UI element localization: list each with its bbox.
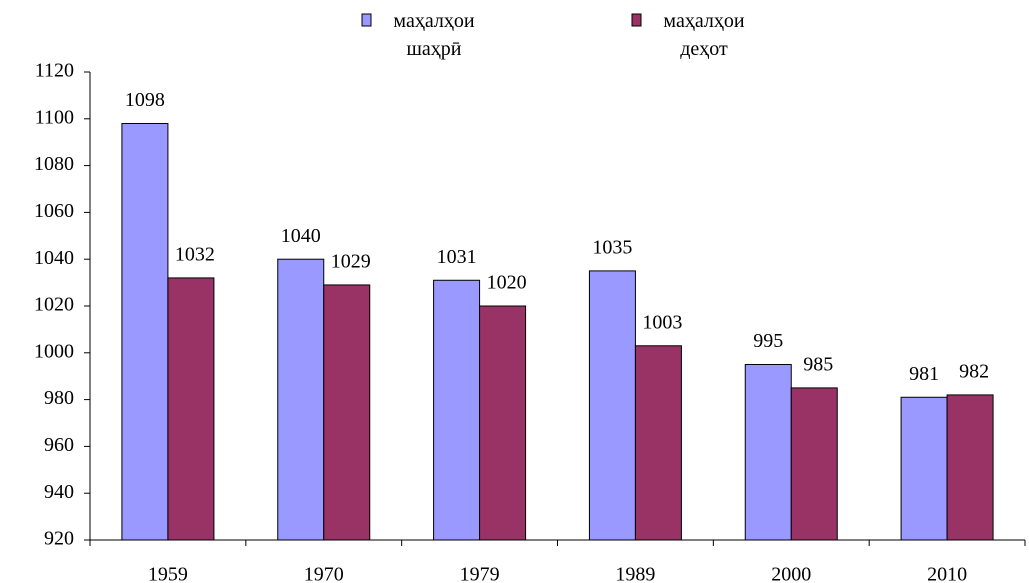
value-label: 982 [959,361,989,383]
y-tick-label: 1060 [34,200,74,222]
x-tick-label: 2010 [927,564,967,583]
value-label: 1035 [592,236,632,258]
bar [634,345,682,541]
y-tick-label: 1080 [34,153,74,175]
y-tick-label: 1000 [34,340,74,362]
bar [744,364,792,541]
value-label: 1031 [437,246,477,268]
y-tick-label: 940 [44,481,74,503]
bar [167,277,215,541]
value-label: 1040 [281,225,321,247]
bar [790,387,838,541]
value-label: 1020 [487,272,527,294]
y-tick-label: 980 [44,387,74,409]
value-label: 1003 [642,311,682,333]
x-tick-label: 1959 [148,564,188,583]
bar [588,270,636,541]
value-label: 1032 [175,244,215,266]
x-tick-label: 1979 [460,564,500,583]
bar [946,394,994,541]
value-label: 1098 [125,89,165,111]
value-label: 985 [803,353,833,375]
y-tick-label: 1020 [34,294,74,316]
bar [433,279,481,541]
x-tick-label: 1970 [304,564,344,583]
bar [277,258,325,541]
legend-swatch [361,13,372,27]
x-tick-label: 1989 [615,564,655,583]
value-label: 995 [753,330,783,352]
y-tick-label: 1100 [35,106,74,128]
y-tick-label: 920 [44,528,74,550]
bar [479,305,527,541]
bar [323,284,371,541]
value-label: 981 [909,363,939,385]
legend-swatch [631,13,642,27]
x-tick-label: 2000 [771,564,811,583]
legend-label: маҳалҳои деҳот [663,10,744,60]
bar [900,396,948,541]
y-tick-label: 1120 [35,60,74,82]
legend-label: маҳалҳои шаҳрӣ [393,10,474,60]
y-tick-label: 960 [44,434,74,456]
y-tick-label: 1040 [34,247,74,269]
value-label: 1029 [331,251,371,273]
bar [121,122,169,541]
